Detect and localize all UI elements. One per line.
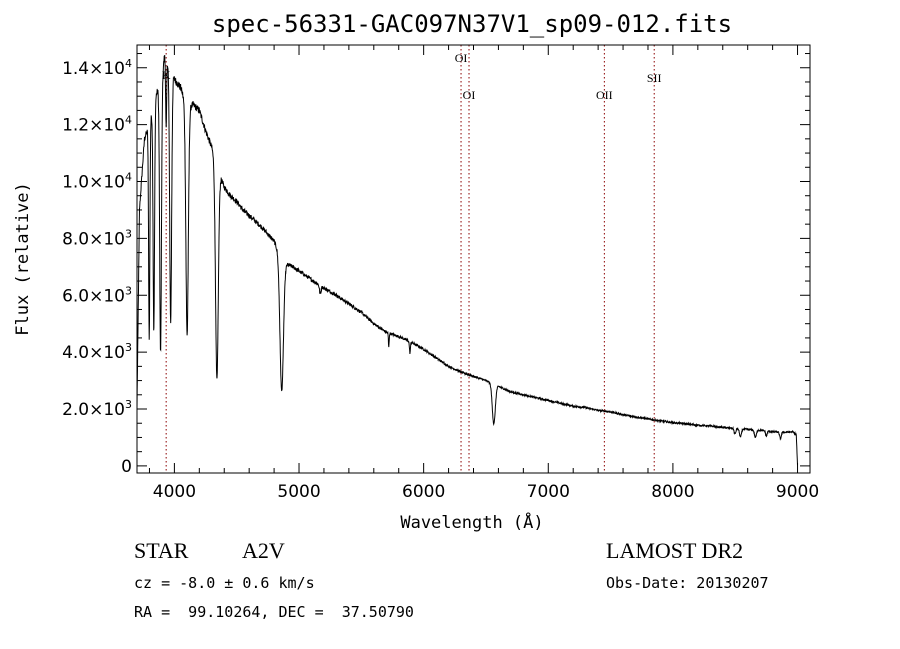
obs-date-text: Obs-Date: 20130207 (606, 574, 769, 592)
reference-label-3: OII (596, 88, 613, 102)
y-axis-label: Flux (relative) (13, 182, 33, 336)
x-tick-label-4: 8000 (651, 482, 694, 502)
plot-area: K OI OI OII SII 4000 5000 6000 7000 8000 9000 0 2.0×… (62, 44, 819, 502)
reference-label-1: OI (455, 51, 468, 65)
reference-label-4: SII (647, 71, 662, 85)
y-tick-label-4: 8.0×103 (62, 227, 132, 249)
reference-label-2: OI (463, 88, 476, 102)
x-tick-label-2: 6000 (402, 482, 445, 502)
survey-label: LAMOST DR2 (606, 538, 744, 563)
x-axis-label: Wavelength (Å) (400, 511, 543, 533)
object-class-label: STAR (134, 538, 189, 563)
x-tick-label-0: 4000 (153, 482, 196, 502)
x-tick-label-5: 9000 (776, 482, 819, 502)
coordinates-text: RA = 99.10264, DEC = 37.50790 (134, 603, 414, 621)
subclass-label: A2V (242, 538, 285, 563)
axes-frame (136, 44, 811, 474)
y-tick-label-7: 1.4×104 (62, 57, 132, 79)
y-tick-label-0: 0 (121, 457, 132, 477)
y-tick-label-6: 1.2×104 (62, 114, 132, 136)
y-tick-label-1: 2.0×103 (62, 398, 132, 420)
x-tick-label-3: 7000 (527, 482, 570, 502)
y-tick-label-3: 6.0×103 (62, 284, 132, 306)
chart-title: spec-56331-GAC097N37V1_sp09-012.fits (212, 10, 732, 38)
y-tick-label-5: 1.0×104 (62, 171, 132, 193)
spectrum-line (137, 54, 798, 466)
redshift-text: cz = -8.0 ± 0.6 km/s (134, 574, 315, 592)
reference-label-0: K (162, 68, 171, 82)
y-tick-label-2: 4.0×103 (62, 341, 132, 363)
x-tick-label-1: 5000 (277, 482, 320, 502)
